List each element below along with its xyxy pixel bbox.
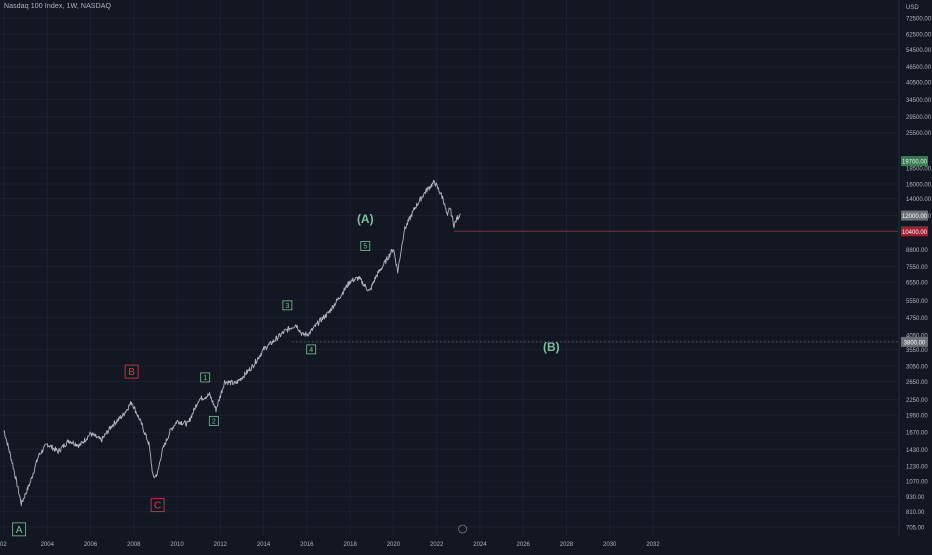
y-tick-label: 6550.00 (906, 281, 928, 287)
y-tick-label: 1670.00 (906, 431, 928, 437)
y-tick-label: 5550.00 (906, 299, 928, 305)
price-line (3, 179, 461, 507)
last-price-label-bg (901, 210, 928, 221)
wave-label-box (124, 364, 139, 379)
wave-label: 5 (360, 241, 371, 251)
wave-label: 3 (282, 300, 293, 311)
y-tick-label: 1950.00 (906, 414, 928, 420)
wave-label-text: 4 (309, 347, 313, 354)
wave-label: A (12, 522, 27, 537)
chart-title: Nasdaq 100 Index, 1W, NASDAQ (4, 3, 112, 10)
wave-label: 4 (306, 344, 317, 355)
overlay-lines (291, 230, 898, 343)
wave-label-box (208, 416, 219, 426)
y-tick-label: 7550.00 (906, 265, 928, 271)
wave-label: 1 (200, 372, 211, 383)
x-tick-label: 2012 (214, 542, 228, 548)
x-tick-label: 2026 (517, 542, 531, 548)
y-tick-label: 4050.00 (906, 333, 928, 339)
price-axis[interactable]: 72500.00 62500.00 54500.00 46500.00 40500.00… (901, 5, 932, 532)
wave-label: C (150, 498, 165, 513)
y-tick-label: 46500.00 (906, 65, 932, 71)
wave-label-text: A (16, 525, 23, 536)
y-tick-label: 3550.00 (906, 348, 928, 354)
price-series (3, 179, 461, 507)
x-tick-label: 2010 (170, 542, 184, 548)
y-tick-label: 40500.00 (906, 80, 932, 86)
y-tick-label: 3050.00 (906, 365, 928, 371)
y-tick-label: 1230.00 (906, 464, 928, 470)
wave-label: B (124, 364, 139, 379)
x-tick-label: 2030 (603, 542, 617, 548)
y-tick-label: 8800.00 (906, 248, 928, 254)
wave-label-box (150, 498, 165, 513)
wave-label-text: (B) (543, 340, 560, 354)
y-tick-label: 930.00 (906, 495, 925, 501)
y-tick-label: 16000.00 (906, 182, 932, 188)
x-tick-label: 2006 (84, 542, 98, 548)
y-tick-label: 1430.00 (906, 448, 928, 454)
time-axis[interactable]: 02 2004 2006 2008 2010 2012 2014 2016 2018 2020 20… (0, 524, 660, 548)
y-tick-label: 29500.00 (906, 115, 932, 121)
upper-level-label: 19700.00 (902, 160, 928, 166)
y-tick-label: 54500.00 (906, 48, 932, 54)
x-tick-label: 2018 (343, 542, 357, 548)
x-tick-label: 2008 (127, 542, 141, 548)
wave-label-text: (A) (357, 212, 374, 226)
x-tick-label: 2022 (430, 542, 444, 548)
x-tick-label: 2016 (300, 542, 314, 548)
last-price-label: 12000.00 (902, 214, 928, 220)
wave-label-text: 2 (212, 418, 216, 425)
x-tick-label: 2028 (560, 542, 574, 548)
x-tick-label: 2020 (387, 542, 401, 548)
wave-label-box (200, 372, 211, 383)
y-tick-label: 34500.00 (906, 98, 932, 104)
y-tick-label: 4750.00 (906, 316, 928, 322)
wave-label: (A) (357, 212, 374, 226)
wave-label-box (282, 300, 293, 311)
x-tick-label: 2004 (41, 542, 55, 548)
upper-level-label-bg (901, 156, 928, 167)
support-level-label: 10400.00 (902, 230, 928, 236)
wave-label-text: B (128, 367, 135, 378)
wave-label-box (12, 522, 27, 537)
y-tick-label: 1070.00 (906, 480, 928, 486)
wave-label: (B) (543, 340, 560, 354)
wave-label-box (306, 344, 317, 355)
lower-level-label-bg (901, 336, 928, 347)
event-marker-icon (458, 524, 468, 534)
y-tick-label: 62500.00 (906, 33, 932, 39)
wave-label-text: 5 (363, 243, 367, 250)
y-tick-label: 25500.00 (906, 131, 932, 137)
y-tick-label: 18500.00 (906, 167, 932, 173)
currency-label: USD (906, 5, 919, 11)
y-tick-label: 810.00 (906, 510, 925, 516)
wave-label-text: 3 (285, 303, 289, 310)
y-tick-label: 705.00 (906, 526, 925, 532)
y-tick-label: 2650.00 (906, 380, 928, 386)
x-tick-label: 2032 (646, 542, 660, 548)
x-tick-label: 2024 (473, 542, 487, 548)
wave-label-text: C (154, 501, 161, 512)
support-level-label-bg (901, 226, 928, 237)
lower-level-label: 3800.00 (904, 340, 926, 346)
wave-label: 2 (208, 416, 219, 426)
y-tick-label: 72500.00 (906, 16, 932, 22)
x-tick-label: 02 (0, 542, 7, 548)
grid (0, 0, 900, 536)
wave-label-box (360, 241, 371, 251)
wave-label-text: 1 (203, 375, 207, 382)
x-tick-label: 2014 (257, 542, 271, 548)
wave-labels: A B C 1 2 3 4 5 (A) (B) (12, 212, 560, 537)
y-tick-label: 2250.00 (906, 398, 928, 404)
y-tick-label: 14000.00 (906, 197, 932, 203)
